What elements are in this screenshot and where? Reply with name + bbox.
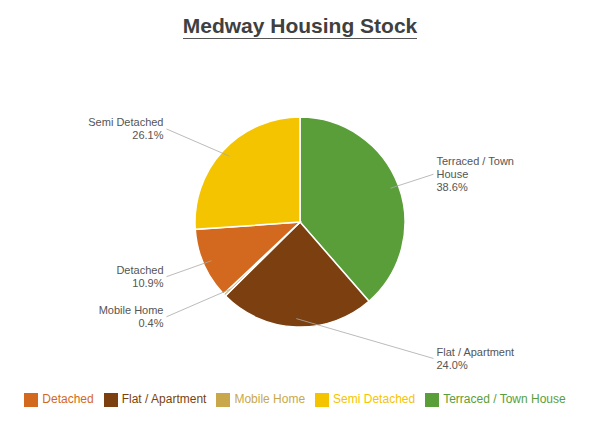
svg-text:Flat / Apartment24.0%: Flat / Apartment24.0% [437,346,515,371]
svg-text:Terraced / TownHouse38.6%: Terraced / TownHouse38.6% [437,155,514,193]
html-text:Semi Detached: Semi Detached [333,392,416,407]
svg-text:Mobile Home0.4%: Mobile Home0.4% [99,304,164,329]
html-text:Terraced / Town House: Terraced / Town House [443,392,566,407]
html-text:Flat / Apartment: Flat / Apartment [121,392,207,407]
html-text:Detached: Detached [42,392,94,407]
html-text:Mobile Home: Mobile Home [234,392,306,407]
svg-text:Detached10.9%: Detached10.9% [116,264,163,289]
svg-text:Semi Detached26.1%: Semi Detached26.1% [88,116,163,141]
html-text:Medway Housing Stock: Medway Housing Stock [182,14,418,37]
